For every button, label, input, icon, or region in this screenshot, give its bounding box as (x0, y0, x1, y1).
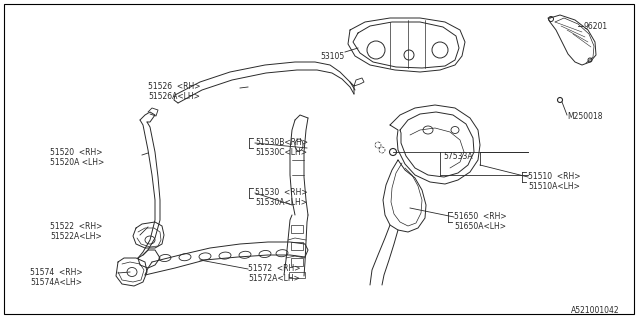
Text: 51574  <RH>: 51574 <RH> (30, 268, 83, 277)
Bar (289, 272, 305, 278)
Text: 53105: 53105 (321, 52, 345, 61)
Text: 51572  <RH>: 51572 <RH> (248, 264, 301, 273)
Bar (291, 258, 303, 266)
Text: 51526  <RH>: 51526 <RH> (148, 82, 200, 91)
Text: 51522A<LH>: 51522A<LH> (50, 232, 102, 241)
Text: 51530B<RH>: 51530B<RH> (255, 138, 308, 147)
Text: 51510  <RH>: 51510 <RH> (528, 172, 580, 181)
Text: 51522  <RH>: 51522 <RH> (50, 222, 102, 231)
Text: A521001042: A521001042 (572, 306, 620, 315)
Text: 51530  <RH>: 51530 <RH> (255, 188, 308, 197)
Text: 51574A<LH>: 51574A<LH> (30, 278, 82, 287)
Text: 51520  <RH>: 51520 <RH> (50, 148, 102, 157)
Text: 51530A<LH>: 51530A<LH> (255, 198, 307, 207)
Text: 51530C<LH>: 51530C<LH> (255, 148, 307, 157)
Text: 51572A<LH>: 51572A<LH> (248, 274, 300, 283)
Text: M250018: M250018 (567, 112, 602, 121)
Bar (291, 225, 303, 233)
Bar (291, 242, 303, 250)
Text: 51650A<LH>: 51650A<LH> (454, 222, 506, 231)
Text: 51650  <RH>: 51650 <RH> (454, 212, 507, 221)
Text: 51510A<LH>: 51510A<LH> (528, 182, 580, 191)
Text: 57533A: 57533A (443, 152, 472, 161)
Text: 96201: 96201 (583, 22, 607, 31)
Text: 51526A<LH>: 51526A<LH> (148, 92, 200, 101)
Text: 51520A <LH>: 51520A <LH> (50, 158, 104, 167)
